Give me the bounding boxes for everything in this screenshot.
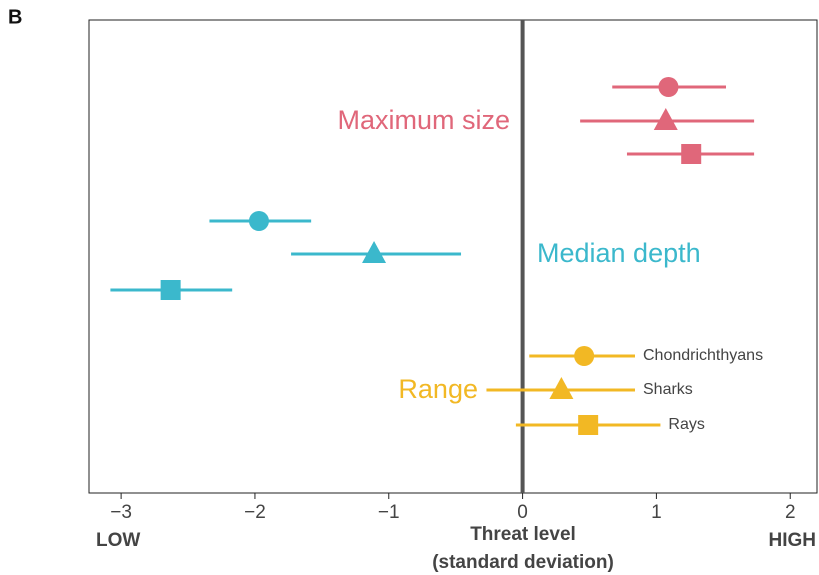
x-axis-title: (standard deviation): [432, 552, 614, 573]
x-low-label: LOW: [96, 530, 140, 551]
group-label: Median depth: [537, 238, 701, 268]
marker-circle: [248, 211, 269, 231]
taxon-label: Chondrichthyans: [643, 347, 763, 364]
x-tick-label: 2: [785, 502, 796, 523]
marker-square: [681, 144, 702, 164]
x-tick-label: 0: [517, 502, 528, 523]
marker-triangle: [549, 377, 574, 399]
x-axis-title: Threat level: [470, 524, 576, 545]
marker-square: [578, 415, 599, 435]
group-label: Range: [398, 374, 478, 404]
x-tick-label: 1: [651, 502, 662, 523]
x-high-label: HIGH: [769, 530, 817, 551]
group-label: Maximum size: [337, 105, 510, 135]
marker-circle: [658, 77, 679, 97]
x-tick-label: −1: [378, 502, 400, 523]
marker-circle: [574, 346, 595, 366]
taxon-label: Rays: [668, 416, 704, 433]
x-tick-label: −3: [110, 502, 132, 523]
x-tick-label: −2: [244, 502, 266, 523]
marker-triangle: [653, 108, 678, 130]
taxon-label: Sharks: [643, 381, 693, 398]
panel-label: B: [8, 6, 22, 28]
marker-triangle: [362, 241, 387, 263]
plot-frame: [88, 19, 818, 494]
marker-square: [160, 280, 181, 300]
